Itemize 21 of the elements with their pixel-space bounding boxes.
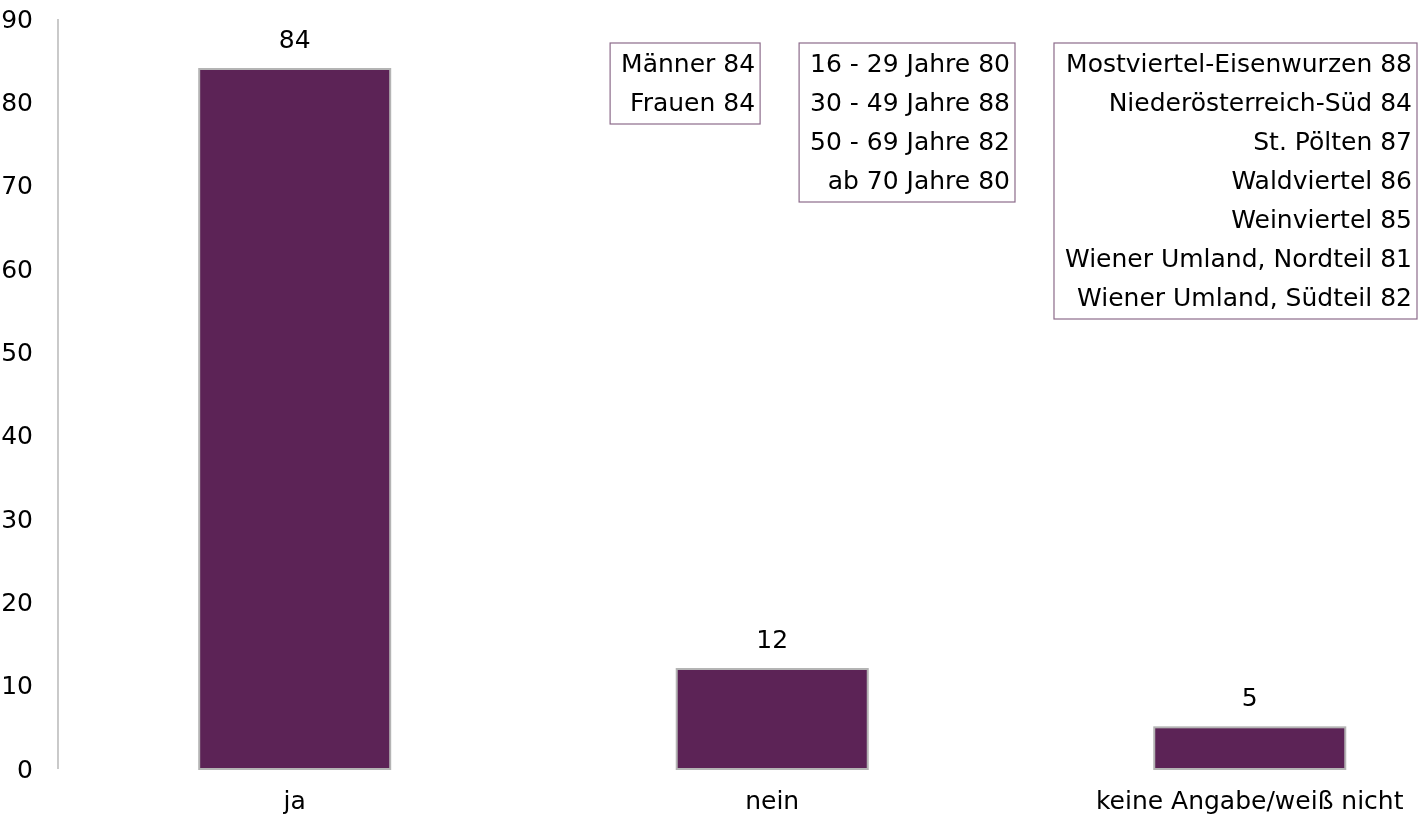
bar xyxy=(675,668,869,770)
data-label: 84 xyxy=(278,25,311,54)
y-tick-label: 50 xyxy=(1,338,33,368)
annotation: 16 - 29 Jahre 80 30 - 49 Jahre 88 50 - 69 Jahre 82 ab 70 Jahre 80 xyxy=(810,49,1010,195)
bar xyxy=(198,68,392,770)
y-tick-label: 40 xyxy=(1,421,33,451)
y-tick-label: 70 xyxy=(1,171,33,201)
y-tick-label: 80 xyxy=(1,88,33,118)
y-tick-label: 60 xyxy=(1,254,33,284)
x-tick-label: nein xyxy=(745,786,800,815)
x-tick-label: keine Angabe/weiß nicht xyxy=(1095,786,1404,815)
y-tick-label: 10 xyxy=(1,671,33,701)
y-tick-label: 20 xyxy=(1,588,33,618)
annotation: Männer 84 Frauen 84 xyxy=(621,49,756,117)
bar xyxy=(1153,726,1347,770)
y-tick-label: 30 xyxy=(1,504,33,534)
x-tick-label: ja xyxy=(282,786,306,815)
data-label: 5 xyxy=(1241,683,1258,713)
y-tick-label: 90 xyxy=(1,4,33,34)
y-tick-label: 0 xyxy=(17,754,33,784)
data-label: 12 xyxy=(756,625,789,654)
